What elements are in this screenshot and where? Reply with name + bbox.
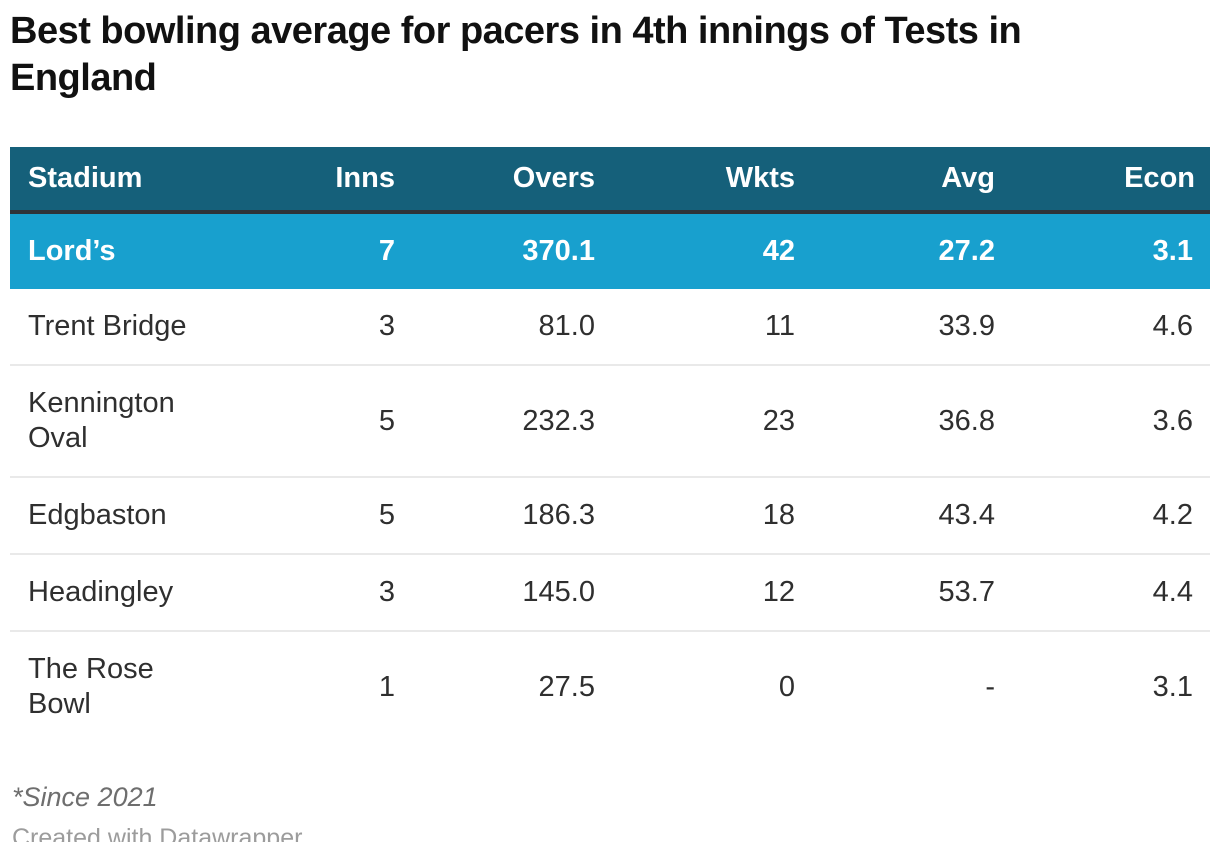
footnote: *Since 2021 <box>12 782 158 812</box>
cell-stadium: Headingley <box>10 553 210 631</box>
cell-inns: 1 <box>210 630 410 742</box>
cell-econ: 4.2 <box>1010 476 1210 554</box>
cell-overs: 81.0 <box>538 310 595 342</box>
column-header-stadium: Stadium <box>10 147 210 212</box>
cell-wkts: 23 <box>610 364 810 477</box>
cell-econ: 4.4 <box>1010 553 1210 631</box>
table-header: Stadium Inns Overs Wkts Avg Econ <box>10 147 1210 212</box>
cell-econ: 3.1 <box>1010 630 1210 742</box>
cell-econ: 4.6 <box>1152 310 1193 342</box>
table-body: Lord’s 7 370.1 42 27.2 3.1 Trent Bridge 3 81.0 11… <box>10 212 1210 742</box>
cell-stadium: Edgbaston <box>10 476 210 554</box>
cell-wkts: 0 <box>610 630 810 742</box>
stats-table: Stadium Inns Overs Wkts Avg Econ Lord’s 7… <box>10 147 1210 742</box>
cell-inns: 5 <box>210 476 410 554</box>
table-row: Lord’s 7 370.1 42 27.2 3.1 <box>10 212 1210 289</box>
cell-wkts: 11 <box>764 310 795 342</box>
cell-stadium: Lord’s <box>10 212 210 289</box>
cell-avg: 53.7 <box>810 553 1010 631</box>
cell-wkts: 12 <box>610 553 810 631</box>
column-header-overs: Overs <box>410 147 610 212</box>
cell-overs: 145.0 <box>410 553 610 631</box>
table-row: Trent Bridge 3 81.0 11 33.9 4.6 <box>10 289 1210 365</box>
cell-avg: - <box>810 630 1010 742</box>
header-row: Stadium Inns Overs Wkts Avg Econ <box>10 147 1210 212</box>
cell-econ: 3.6 <box>1010 364 1210 477</box>
column-header-wkts: Wkts <box>610 147 810 212</box>
cell-stadium: The Rose Bowl <box>10 630 210 742</box>
cell-overs: 186.3 <box>410 476 610 554</box>
cell-wkts: 42 <box>610 212 810 289</box>
column-header-econ: Econ <box>1010 147 1210 212</box>
datawrapper-credit: Created with Datawrapper <box>12 824 303 842</box>
table-row: Edgbaston 5 186.3 18 43.4 4.2 <box>10 476 1210 554</box>
cell-inns: 3 <box>210 553 410 631</box>
table-row: Kennington Oval 5 232.3 23 36.8 3.6 <box>10 364 1210 477</box>
cell-inns: 5 <box>210 364 410 477</box>
table-row: Headingley 3 145.0 12 53.7 4.4 <box>10 553 1210 631</box>
chart-title: Best bowling average for pacers in 4th i… <box>10 10 1022 99</box>
cell-wkts: 18 <box>610 476 810 554</box>
table-row: The Rose Bowl 1 27.5 0-3.1 <box>10 630 1210 742</box>
cell-stadium: Trent Bridge <box>28 310 187 342</box>
cell-overs: 232.3 <box>410 364 610 477</box>
cell-avg: 33.9 <box>938 310 995 342</box>
cell-econ: 3.1 <box>1010 212 1210 289</box>
cell-stadium: Kennington Oval <box>10 364 210 477</box>
cell-avg: 36.8 <box>810 364 1010 477</box>
cell-overs: 27.5 <box>410 630 610 742</box>
column-header-avg: Avg <box>810 147 1010 212</box>
cell-overs: 370.1 <box>410 212 610 289</box>
cell-inns: 3 <box>378 310 395 342</box>
cell-avg: 43.4 <box>810 476 1010 554</box>
cell-avg: 27.2 <box>810 212 1010 289</box>
column-header-inns: Inns <box>210 147 410 212</box>
cell-inns: 7 <box>210 212 410 289</box>
